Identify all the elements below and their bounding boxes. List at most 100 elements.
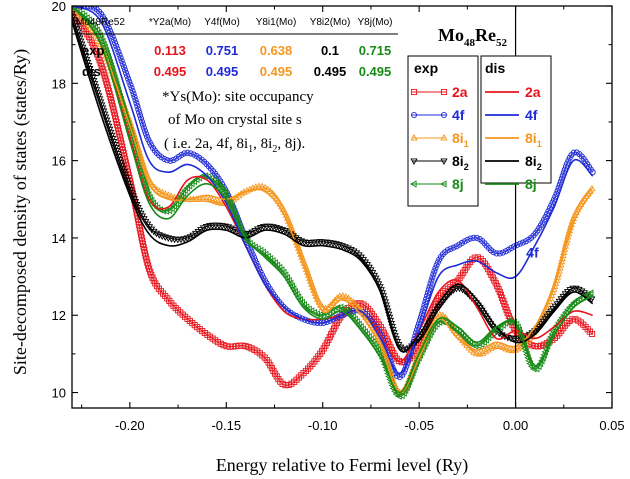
table-value-cell: 0.715: [359, 43, 392, 58]
legend-label: 4f: [525, 107, 538, 123]
series-marker-exp-4f: [133, 100, 140, 107]
legend-label-base: 4f: [452, 107, 465, 123]
series-marker-exp-2a: [100, 69, 107, 76]
series-marker-exp-8i2: [563, 289, 572, 296]
legend-label-base: 8i: [525, 130, 537, 146]
series-marker-exp-4f: [429, 274, 436, 281]
series-marker-exp-8i2: [547, 308, 555, 316]
series-marker-exp-2a: [229, 343, 237, 350]
series-marker-exp-8j: [271, 259, 278, 267]
series-marker-exp-8j: [392, 390, 400, 398]
series-marker-exp-8i2: [289, 233, 297, 240]
series-marker-exp-8j: [370, 340, 378, 349]
series-marker-exp-4f: [431, 268, 438, 275]
series-marker-exp-8i2: [186, 234, 194, 241]
series-marker-exp-8i2: [458, 286, 467, 294]
series-marker-exp-4f: [473, 234, 480, 241]
compound-title: Mo48Re52: [438, 25, 508, 49]
legend-label-sub: 1: [464, 139, 469, 149]
table-header-cell: Y8i1(Mo): [256, 17, 297, 28]
series-marker-exp-4f: [450, 244, 457, 251]
legend-label: 4f: [452, 107, 465, 123]
series-marker-exp-8j: [461, 334, 469, 342]
series-marker-exp-8j: [562, 308, 569, 316]
series-marker-exp-2a: [144, 259, 151, 266]
series-marker-exp-8j: [367, 335, 374, 343]
series-marker-exp-2a: [119, 143, 126, 150]
series-marker-exp-4f: [490, 249, 497, 256]
series-marker-exp-8j: [97, 34, 105, 43]
series-marker-exp-8i2: [177, 236, 185, 244]
y-tick-label: 10: [52, 386, 66, 401]
legend-label-sub: 2: [464, 162, 469, 172]
series-marker-exp-2a: [531, 343, 538, 350]
series-marker-exp-8j: [455, 327, 462, 336]
series-marker-exp-4f: [161, 155, 168, 163]
series-marker-exp-4f: [117, 54, 124, 61]
series-marker-exp-8j: [365, 333, 372, 341]
series-marker-exp-2a: [114, 122, 121, 129]
legend-label: 2a: [525, 84, 541, 100]
series-marker-exp-8i1: [496, 342, 504, 350]
series-marker-exp-2a: [99, 66, 106, 73]
series-marker-exp-2a: [139, 240, 146, 247]
series-marker-exp-4f: [493, 250, 500, 257]
series-marker-exp-8j: [93, 26, 100, 34]
series-marker-exp-8i1: [153, 185, 161, 193]
series-marker-exp-8i2: [155, 232, 163, 239]
table-row-label: dis: [82, 64, 101, 79]
series-marker-exp-8i1: [517, 342, 525, 350]
series-marker-exp-4f: [118, 57, 125, 64]
series-marker-exp-8j: [369, 338, 376, 346]
series-marker-exp-8i2: [531, 328, 539, 335]
series-marker-exp-8i2: [248, 229, 256, 237]
series-line-dis-8i1: [72, 6, 594, 394]
series-marker-exp-8j: [560, 311, 567, 319]
series-marker-exp-2a: [122, 159, 129, 166]
series-marker-exp-4f: [386, 355, 393, 362]
series-marker-exp-8j: [177, 191, 185, 200]
series-marker-exp-8i1: [484, 345, 492, 353]
series-marker-exp-4f: [444, 247, 451, 254]
series-marker-exp-8j: [522, 347, 529, 356]
series-marker-exp-8i2: [549, 306, 557, 313]
series-marker-exp-2a: [236, 342, 243, 349]
series-marker-exp-8i1: [208, 196, 217, 204]
series-marker-exp-4f: [423, 292, 431, 299]
series-marker-exp-8j: [281, 271, 289, 279]
series-marker-exp-8j: [333, 304, 341, 312]
series-marker-exp-4f: [167, 157, 174, 164]
series-marker-exp-8j: [435, 318, 443, 326]
series-marker-exp-2a: [118, 140, 125, 147]
note-sub-2: 2: [272, 144, 277, 155]
series-marker-exp-8i2: [533, 326, 541, 333]
series-marker-exp-8j: [279, 268, 287, 277]
series-marker-exp-4f: [104, 22, 111, 29]
series-marker-exp-4f: [433, 262, 440, 269]
series-marker-exp-2a: [113, 118, 120, 125]
series-marker-exp-8j: [91, 23, 99, 32]
series-marker-exp-8j: [496, 323, 504, 331]
series-marker-exp-8j: [87, 18, 95, 27]
series-marker-exp-4f: [137, 115, 145, 122]
series-marker-exp-2a: [112, 115, 119, 122]
series-marker-exp-8i1: [266, 187, 274, 195]
fermi-4f-annotation: 4f: [526, 244, 539, 260]
series-marker-exp-8j: [101, 43, 108, 52]
series-marker-exp-8i1: [246, 185, 254, 193]
x-tick-label: 0.00: [503, 418, 528, 433]
table-header-cell: Y8i2(Mo): [310, 17, 351, 28]
series-marker-exp-8i2: [551, 303, 559, 311]
series-marker-exp-8i1: [161, 190, 170, 197]
series-marker-exp-4f: [425, 286, 432, 293]
x-tick-label: 0.05: [599, 418, 624, 433]
series-marker-exp-8i2: [341, 244, 349, 251]
series-marker-exp-8j: [374, 346, 381, 354]
series-marker-exp-4f: [136, 109, 143, 116]
series-marker-exp-2a: [121, 153, 128, 160]
series-marker-exp-8j: [568, 301, 575, 309]
series-marker-exp-8i2: [281, 228, 289, 235]
series-exp-2a: [72, 6, 596, 389]
note-line-3-b: , 8i: [253, 136, 272, 152]
series-marker-exp-2a: [103, 78, 110, 85]
